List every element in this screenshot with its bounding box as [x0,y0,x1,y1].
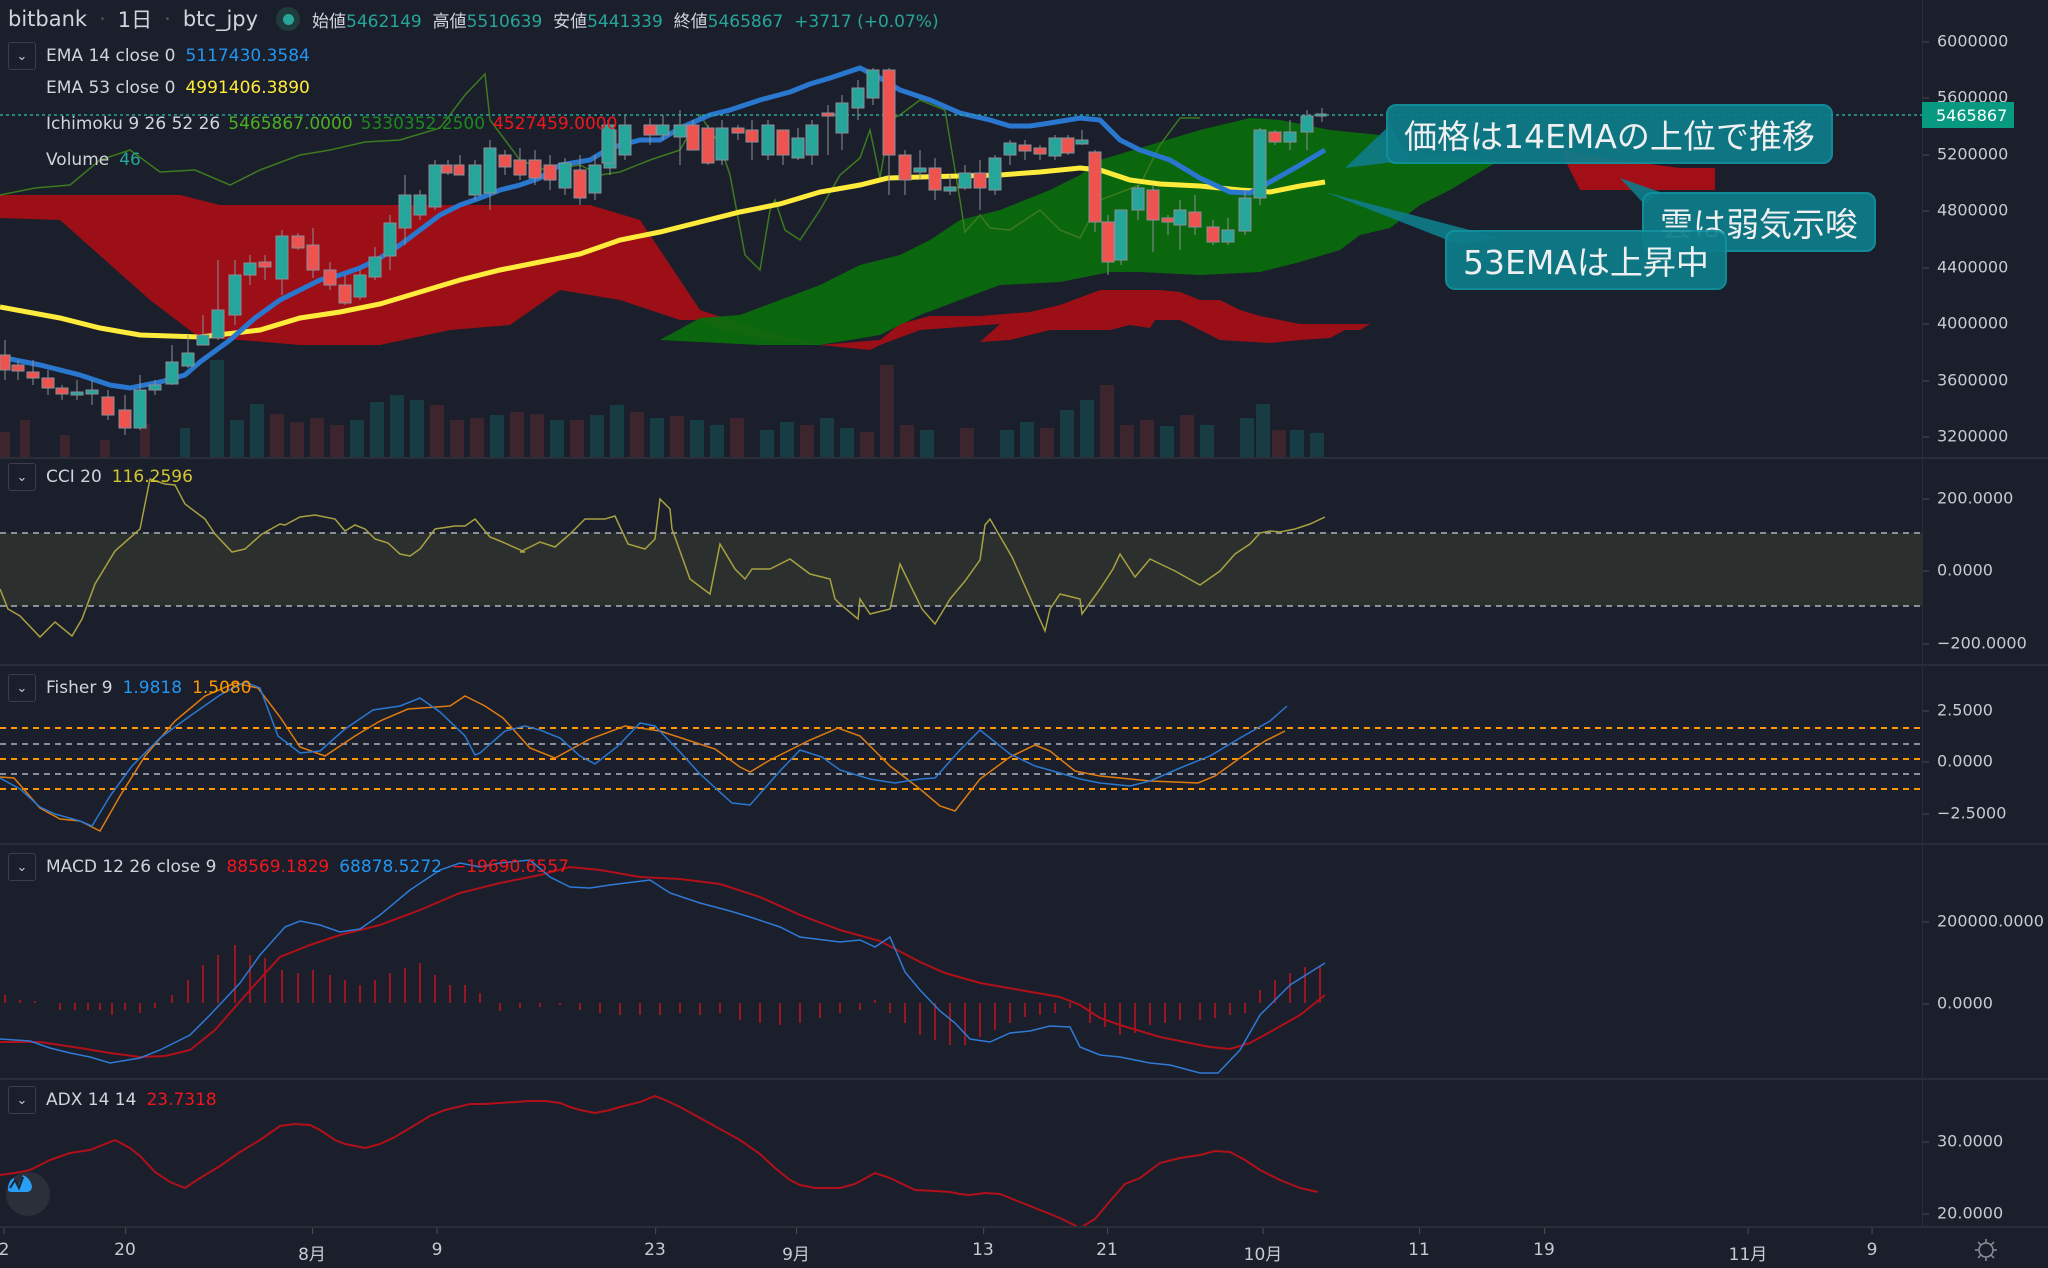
fisher-pane[interactable]: ⌄ Fisher 9 1.9818 1.5080 2.5000 0.0000 −… [0,666,2048,845]
ema53-line [0,165,1326,340]
macd-signal-line [0,865,1326,1059]
cci-band [0,533,1922,606]
fisher-chart-canvas[interactable] [0,666,1922,843]
legend-ema53[interactable]: EMA 53 close 0 4991406.3890 [46,78,310,98]
legend-ichimoku[interactable]: Ichimoku 9 26 52 26 5465867.0000 5330352… [46,114,618,134]
fisher-trigger-line [0,682,1286,832]
price-chart-canvas[interactable] [0,0,1922,457]
tradingview-logo-icon[interactable] [6,1172,50,1216]
adx-chart-canvas[interactable] [0,1080,1922,1226]
macd-chart-canvas[interactable] [0,845,1922,1078]
cci-axis[interactable]: 200.0000 0.0000 −200.0000 [1922,459,2048,664]
ichimoku-cloud-bullish [660,118,1500,345]
market-status-icon [276,7,301,31]
macd-histogram [4,945,1321,1045]
adx-pane[interactable]: ⌄ ADX 14 14 23.7318 30.0000 20.0000 [0,1080,2048,1228]
macd-axis[interactable]: 200000.0000 0.0000 [1922,845,2048,1078]
collapse-legend-button[interactable]: ⌄ [8,42,36,70]
macd-line [0,859,1326,1074]
last-price-tag: 5465867 [1922,102,2014,128]
adx-line [0,1094,1319,1226]
chart-settings-gear-icon[interactable] [1972,1236,2000,1264]
legend-cci[interactable]: ⌄ CCI 20 116.2596 [8,463,193,491]
symbol-label[interactable]: btc_jpy [182,7,259,31]
volume-bars [0,360,1324,457]
main-price-pane[interactable]: ⌄ EMA 14 close 0 5117430.3584 EMA 53 clo… [0,0,2048,459]
cci-line [0,478,1326,639]
collapse-fisher-button[interactable]: ⌄ [8,674,36,702]
legend-fisher[interactable]: ⌄ Fisher 9 1.9818 1.5080 [8,674,252,702]
time-axis[interactable]: 2 20 8月 9 23 9月 13 21 10月 11 19 11月 9 [0,1228,1878,1265]
adx-axis[interactable]: 30.0000 20.0000 [1922,1080,2048,1226]
cci-pane[interactable]: ⌄ CCI 20 116.2596 200.0000 0.0000 −200.0… [0,459,2048,666]
cci-chart-canvas[interactable] [0,459,1922,664]
fisher-line [0,681,1288,827]
callout-ema14-note[interactable]: 価格は14EMAの上位で推移 [1386,104,1833,164]
candlesticks [0,68,1327,435]
interval-label[interactable]: 1日 [117,8,153,32]
legend-macd[interactable]: ⌄ MACD 12 26 close 9 88569.1829 68878.52… [8,853,569,881]
fisher-axis[interactable]: 2.5000 0.0000 −2.5000 [1922,666,2048,843]
legend-ema14[interactable]: ⌄ EMA 14 close 0 5117430.3584 [8,42,310,70]
price-change: +3717 (+0.07%) [794,11,939,32]
ohlc-values: 始値5462149 高値5510639 安値5441339 終値5465867 … [312,11,939,32]
legend-adx[interactable]: ⌄ ADX 14 14 23.7318 [8,1086,217,1114]
legend-volume[interactable]: Volume 46 [46,150,141,170]
macd-pane[interactable]: ⌄ MACD 12 26 close 9 88569.1829 68878.52… [0,845,2048,1080]
collapse-adx-button[interactable]: ⌄ [8,1086,36,1114]
exchange-name: bitbank [8,7,88,31]
price-axis[interactable]: 6000000 5600000 5200000 4800000 4400000 … [1922,0,2048,457]
collapse-cci-button[interactable]: ⌄ [8,463,36,491]
chikou-span-line [0,72,1200,272]
collapse-macd-button[interactable]: ⌄ [8,853,36,881]
chart-header: bitbank · 1日 · btc_jpy 始値5462149 高値55106… [8,4,939,34]
callout-ema53-note[interactable]: 53EMAは上昇中 [1445,230,1727,290]
